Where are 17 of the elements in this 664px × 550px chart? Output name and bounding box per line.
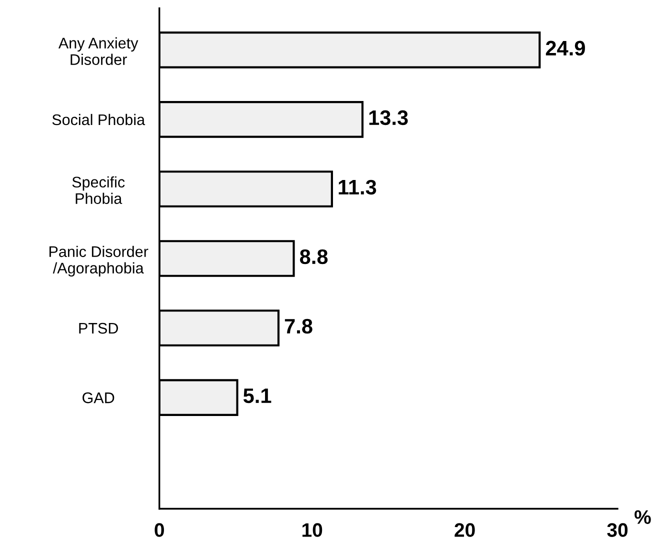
y-tick-label: Any Anxiety Disorder	[58, 37, 138, 65]
y-tick-label: Specific Phobia	[72, 176, 125, 204]
data-label: 11.3	[338, 180, 376, 195]
data-label: 5.1	[243, 388, 272, 404]
data-label: 13.3	[369, 110, 408, 126]
y-tick-label: GAD	[82, 392, 114, 404]
x-axis-title: %	[634, 510, 651, 524]
x-tick-label: 20	[454, 523, 475, 537]
data-label: 24.9	[546, 40, 585, 56]
data-label: 7.8	[284, 318, 312, 334]
x-tick-label: 10	[302, 523, 322, 537]
data-label: 8.8	[300, 249, 328, 264]
y-tick-label: Panic Disorder /Agoraphobia	[49, 246, 148, 277]
x-tick-label: 30	[607, 523, 628, 537]
x-tick-label: 0	[154, 523, 164, 537]
y-tick-label: Social Phobia	[52, 114, 146, 126]
y-tick-label: PTSD	[79, 322, 118, 334]
